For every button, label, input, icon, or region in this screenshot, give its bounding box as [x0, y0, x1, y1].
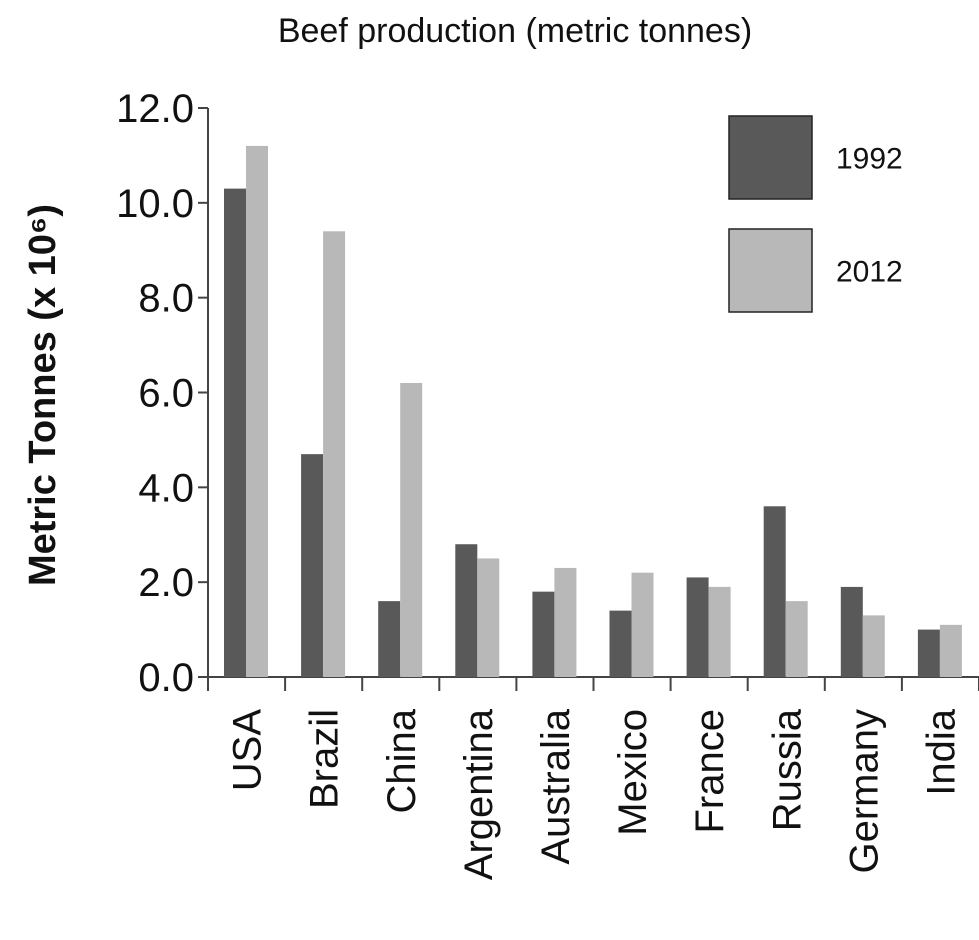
bar-1992-germany	[840, 586, 863, 677]
bar-2012-china	[400, 383, 423, 677]
bar-2012-russia	[785, 601, 808, 677]
legend-label-2012: 2012	[836, 256, 903, 289]
bar-2012-france	[708, 586, 731, 677]
y-tick-label: 2.0	[138, 561, 194, 605]
x-tick-label: Germany	[842, 709, 886, 874]
x-tick-label: Argentina	[457, 708, 501, 880]
y-tick-label: 0.0	[138, 656, 194, 700]
bar-2012-brazil	[323, 231, 346, 678]
legend-swatch-1992	[728, 115, 813, 200]
legend-swatch-2012	[728, 228, 813, 313]
bar-1992-mexico	[609, 610, 632, 677]
x-tick-label: France	[688, 709, 732, 834]
x-tick-label: USA	[226, 709, 270, 792]
bar-1992-australia	[532, 591, 555, 677]
bar-2012-australia	[554, 567, 577, 677]
bar-1992-usa	[224, 188, 246, 677]
bar-2012-germany	[862, 615, 885, 677]
bar-2012-usa	[246, 145, 268, 677]
bar-2012-argentina	[477, 558, 500, 677]
x-tick-label: Mexico	[611, 709, 655, 836]
y-axis-label: Metric Tonnes (x 10⁶)	[22, 204, 64, 586]
legend-label-1992: 1992	[836, 143, 903, 176]
y-axis: 0.0 2.0 4.0 6.0 8.0 10.0 12.0	[116, 87, 209, 700]
y-tick-label: 8.0	[138, 277, 194, 321]
legend: 1992 2012	[728, 115, 903, 313]
x-tick-label: Australia	[534, 708, 578, 864]
bar-1992-china	[378, 601, 401, 677]
y-tick-label: 12.0	[116, 87, 194, 131]
y-tick-label: 10.0	[116, 182, 194, 226]
bar-1992-india	[917, 629, 940, 677]
x-tick-label: China	[380, 708, 424, 813]
bar-1992-brazil	[301, 454, 324, 677]
bar-2012-mexico	[631, 572, 654, 677]
y-tick-label: 6.0	[138, 372, 194, 416]
bar-1992-france	[686, 577, 709, 677]
y-tick-label: 4.0	[138, 466, 194, 510]
x-tick-label: Brazil	[303, 709, 347, 809]
x-tick-label: Russia	[765, 708, 809, 831]
bar-1992-russia	[763, 506, 786, 677]
x-axis: USA Brazil China Argentina Australia Mexico Fr…	[207, 676, 979, 880]
chart-title: Beef production (metric tonnes)	[278, 12, 752, 50]
bar-2012-india	[939, 624, 962, 677]
bars-group	[224, 145, 962, 678]
x-tick-label: India	[919, 708, 963, 795]
bar-1992-argentina	[455, 544, 478, 677]
